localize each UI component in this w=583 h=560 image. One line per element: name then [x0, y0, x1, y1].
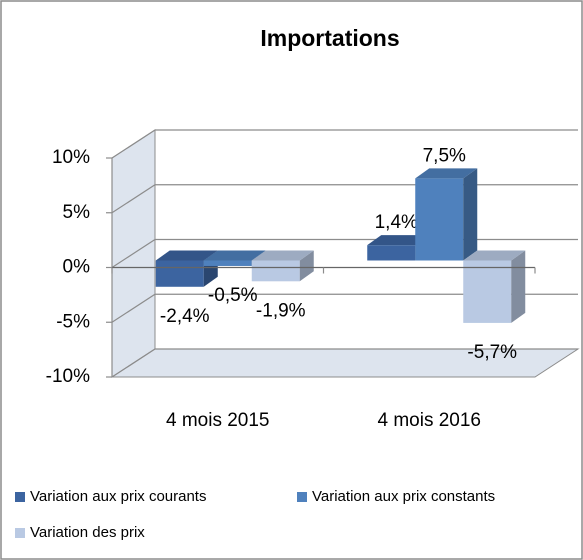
grid-line: [111, 293, 578, 323]
bar-top: [155, 250, 218, 261]
legend-label: Variation aux prix courants: [30, 488, 206, 505]
bar-top: [367, 235, 430, 246]
data-label: -5,7%: [467, 342, 517, 363]
legend-swatch: [15, 492, 25, 502]
bar-side: [299, 250, 314, 282]
grid-line: [111, 129, 578, 159]
bar: [155, 260, 204, 287]
x-tick-label: 4 mois 2015: [166, 410, 270, 431]
data-label: -0,5%: [208, 285, 258, 306]
chart-title: Importations: [260, 25, 399, 51]
y-tick-label: 10%: [52, 147, 90, 168]
legend-swatch: [297, 492, 307, 502]
x-tick-label: 4 mois 2016: [377, 410, 481, 431]
bar-side: [463, 168, 478, 261]
y-tick-label: -5%: [56, 311, 90, 332]
y-tick-label: 5%: [63, 202, 91, 223]
y-tick-label: 0%: [63, 257, 91, 278]
bar: [415, 178, 464, 261]
bar: [367, 245, 416, 261]
legend-swatch: [15, 528, 25, 538]
bar: [463, 260, 512, 323]
bar: [203, 260, 252, 266]
data-label: 1,4%: [375, 212, 418, 233]
grid-line: [111, 348, 578, 378]
bar-top: [415, 168, 478, 179]
bar-top: [251, 250, 314, 261]
data-label: -1,9%: [256, 300, 306, 321]
y-tick-label: -10%: [46, 366, 90, 387]
bar-top: [203, 250, 266, 261]
data-label: -2,4%: [160, 306, 210, 327]
legend-label: Variation aux prix constants: [312, 488, 495, 505]
legend-label: Variation des prix: [30, 524, 145, 541]
data-label: 7,5%: [423, 145, 466, 166]
bar-side: [511, 250, 526, 323]
bar: [251, 260, 300, 282]
bar-top: [463, 250, 526, 261]
